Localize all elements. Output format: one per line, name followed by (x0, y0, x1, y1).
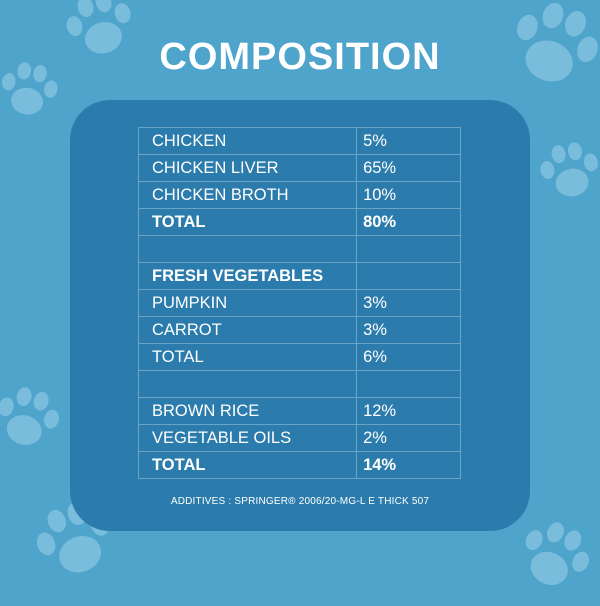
ingredient-percent (356, 235, 461, 263)
composition-table: CHICKEN 5% CHICKEN LIVER 65% CHICKEN BROTH 10… (137, 127, 461, 479)
ingredient-percent (356, 370, 461, 398)
ingredient-name: CHICKEN LIVER (137, 154, 358, 182)
ingredient-percent: 3% (356, 316, 461, 344)
ingredient-name: CHICKEN (137, 127, 358, 155)
ingredient-percent (356, 262, 461, 290)
ingredient-name (137, 370, 358, 398)
table-row: CHICKEN LIVER 65% (137, 154, 461, 182)
table-row: TOTAL 80% (137, 208, 461, 236)
ingredient-percent: 65% (356, 154, 461, 182)
table-row (137, 370, 461, 398)
ingredient-percent: 5% (356, 127, 461, 155)
ingredient-name: BROWN RICE (137, 397, 358, 425)
ingredient-percent: 12% (356, 397, 461, 425)
paw-print-icon (0, 376, 72, 459)
ingredient-name: CARROT (137, 316, 358, 344)
paw-print-icon (504, 506, 600, 605)
paw-print-icon (493, 0, 600, 104)
composition-card: CHICKEN 5% CHICKEN LIVER 65% CHICKEN BROTH 10… (70, 100, 530, 531)
ingredient-name (137, 235, 358, 263)
ingredient-percent: 80% (356, 208, 461, 236)
ingredient-name: FRESH VEGETABLES (137, 262, 358, 290)
ingredient-percent: 3% (356, 289, 461, 317)
ingredient-name: CHICKEN BROTH (137, 181, 358, 209)
additives-note: ADDITIVES : SPRINGER® 2006/20-MG-L E THI… (170, 496, 430, 507)
table-row: PUMPKIN 3% (137, 289, 461, 317)
ingredient-name: VEGETABLE OILS (137, 424, 358, 452)
table-row: TOTAL 14% (137, 451, 461, 479)
page-title: COMPOSITION (159, 36, 441, 78)
ingredient-percent: 2% (356, 424, 461, 452)
table-row: VEGETABLE OILS 2% (137, 424, 461, 452)
table-row (137, 235, 461, 263)
paw-print-icon (530, 134, 600, 207)
ingredient-name: TOTAL (137, 343, 358, 371)
ingredient-name: PUMPKIN (137, 289, 358, 317)
table-row: BROWN RICE 12% (137, 397, 461, 425)
table-row: CHICKEN 5% (137, 127, 461, 155)
table-row: FRESH VEGETABLES (137, 262, 461, 290)
table-row: TOTAL 6% (137, 343, 461, 371)
ingredient-percent: 10% (356, 181, 461, 209)
paw-print-icon (52, 0, 147, 69)
ingredient-name: TOTAL (137, 208, 358, 236)
table-row: CHICKEN BROTH 10% (137, 181, 461, 209)
ingredient-name: TOTAL (137, 451, 358, 479)
ingredient-percent: 6% (356, 343, 461, 371)
ingredient-percent: 14% (356, 451, 461, 479)
paw-print-icon (0, 54, 69, 125)
table-row: CARROT 3% (137, 316, 461, 344)
